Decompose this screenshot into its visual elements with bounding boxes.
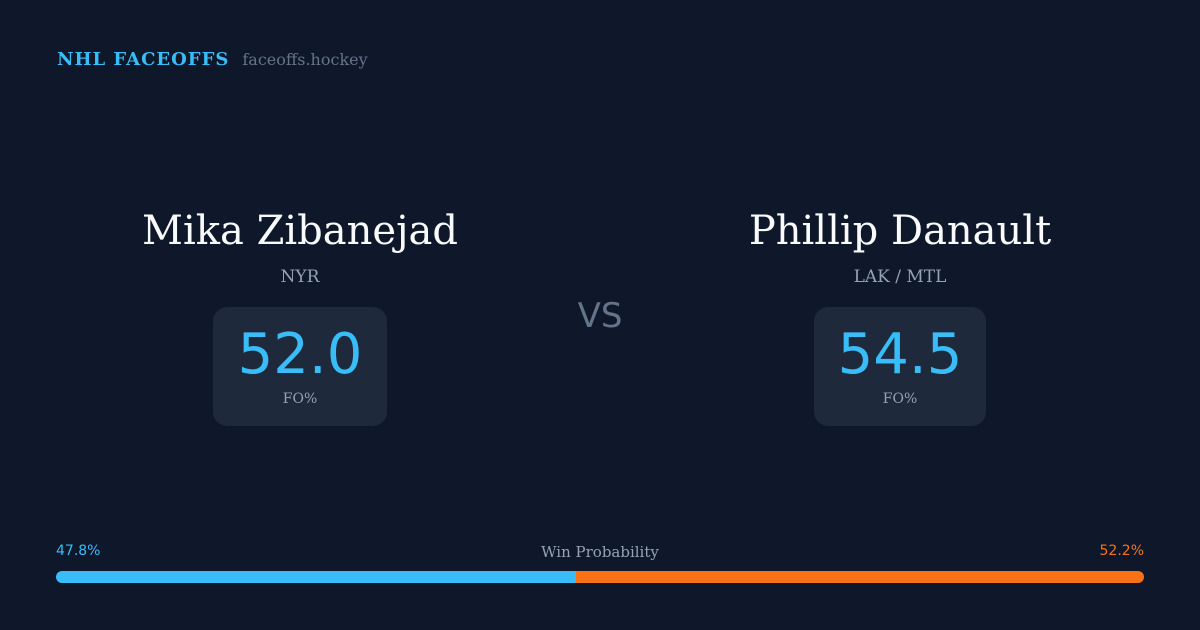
win-probability-bar-left [56,571,577,583]
faceoff-stat-card: 54.5 FO% [814,307,986,426]
player-team: NYR [280,267,320,287]
brand-url: faceoffs.hockey [242,50,368,69]
brand-name: NHL FACEOFFS [57,49,230,70]
win-probability-right: 52.2% [1099,543,1144,559]
brand: NHL FACEOFFS faceoffs.hockey [57,49,368,70]
faceoff-percentage: 54.5 [837,322,963,387]
player-name: Mika Zibanejad [142,208,458,254]
player-name: Phillip Danault [748,208,1052,254]
faceoff-label: FO% [282,391,318,407]
faceoff-percentage: 52.0 [237,322,363,387]
win-probability-bar-right [576,571,1144,583]
player-right: Phillip Danault LAK / MTL 54.5 FO% [650,205,1150,426]
player-left: Mika Zibanejad NYR 52.0 FO% [50,205,550,426]
win-probability-label: Win Probability [541,543,659,561]
faceoff-label: FO% [882,391,918,407]
vs-label: VS [577,296,623,336]
player-team: LAK / MTL [853,267,947,287]
win-probability-left: 47.8% [56,543,101,559]
win-probability: 47.8% Win Probability 52.2% [56,543,1144,583]
faceoff-stat-card: 52.0 FO% [213,307,387,426]
win-probability-bar [56,571,1144,583]
